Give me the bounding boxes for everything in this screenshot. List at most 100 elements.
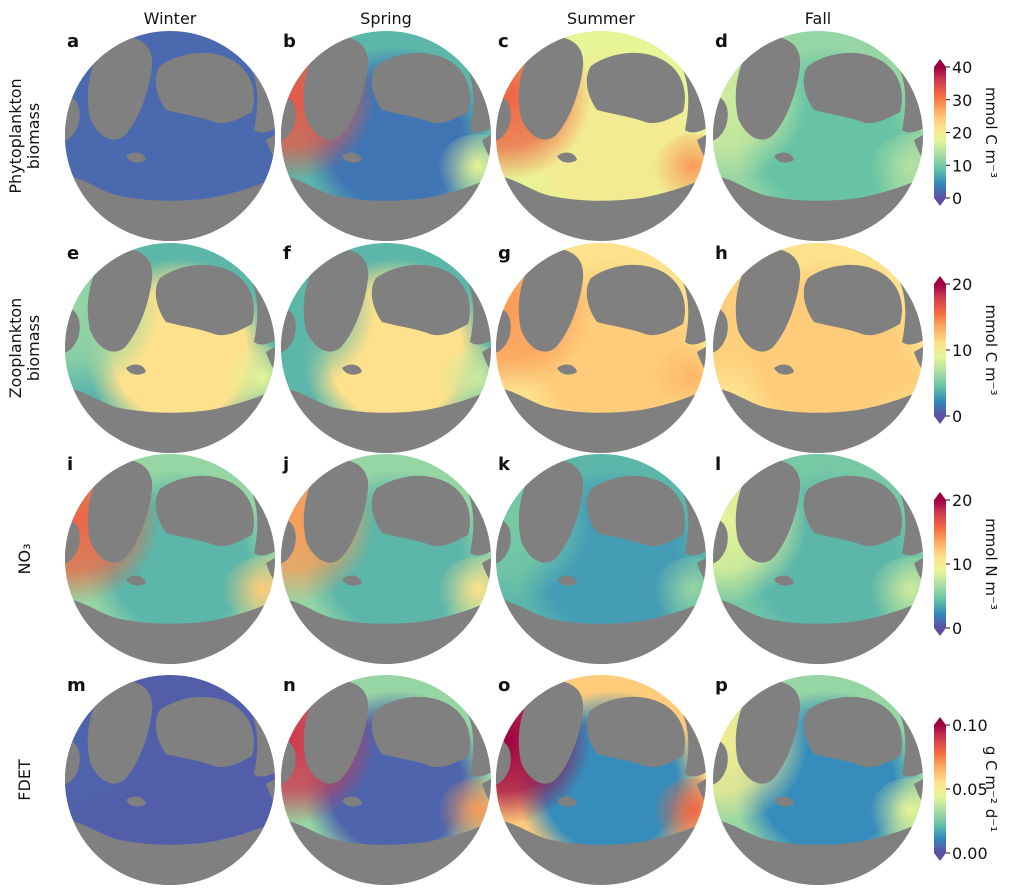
- row-label-2: NO₃: [15, 544, 34, 575]
- panel-letter-o: o: [498, 675, 510, 696]
- colorbar-tick-label: 10: [952, 555, 972, 574]
- pacific-sector-k: [653, 557, 706, 625]
- colorbar-tick-label: 0: [952, 189, 962, 208]
- map-panel-b: b: [281, 31, 491, 241]
- map-panel-a: a: [65, 31, 275, 241]
- pacific-sector-e: [222, 346, 275, 414]
- colorbar-tick-label: 30: [952, 91, 972, 110]
- colorbar-tick-label: 0.00: [952, 844, 988, 863]
- colorbar-extend-max: [934, 276, 946, 284]
- pacific-sector-c: [653, 134, 706, 202]
- colorbar-tick-label: 20: [952, 275, 972, 294]
- map-panel-j: j: [281, 454, 491, 664]
- panel-letter-f: f: [283, 243, 291, 264]
- colorbar-unit-label: g C m⁻² d⁻¹: [982, 746, 1000, 832]
- colorbar-ramp: [934, 284, 946, 416]
- map-panel-d: d: [713, 31, 923, 241]
- map-panel-m: m: [65, 675, 275, 885]
- pacific-sector-g: [653, 346, 706, 414]
- colorbar-2: 0 10 20 mmol N m⁻³: [934, 491, 1000, 638]
- panel-letter-b: b: [283, 31, 296, 52]
- pacific-sector-d: [870, 134, 923, 202]
- row-label-3: FDET: [15, 759, 34, 801]
- pacific-sector-m: [222, 778, 275, 846]
- colorbar-extend-max: [934, 717, 946, 725]
- colorbar-extend-min: [934, 628, 946, 636]
- pacific-sector-p: [870, 778, 923, 846]
- colorbar-ramp: [934, 500, 946, 628]
- colorbar-tick-label: 0: [952, 407, 962, 426]
- map-panel-n: n: [281, 675, 491, 885]
- colorbar-tick-label: 20: [952, 124, 972, 143]
- pacific-sector-b: [438, 134, 491, 202]
- panel-letter-k: k: [498, 454, 511, 475]
- pacific-sector-o: [653, 778, 706, 846]
- panel-letter-d: d: [715, 31, 728, 52]
- panel-letter-n: n: [283, 675, 296, 696]
- row-label-0: Phytoplanktonbiomass: [6, 78, 43, 193]
- colorbar-tick-label: 10: [952, 341, 972, 360]
- panel-letter-m: m: [67, 675, 86, 696]
- colorbar-0: 0 10 20 30 40 mmol C m⁻³: [934, 58, 1000, 208]
- map-panel-g: g: [496, 243, 706, 453]
- colorbar-extend-max: [934, 59, 946, 67]
- colorbar-unit-label: mmol C m⁻³: [982, 87, 1000, 178]
- colorbar-ramp: [934, 67, 946, 198]
- panel-letter-j: j: [282, 454, 289, 475]
- svg-text:mmol C m⁻³: mmol C m⁻³: [982, 87, 1000, 178]
- pacific-sector-i: [222, 557, 275, 625]
- colorbar-extend-max: [934, 492, 946, 500]
- panel-letter-e: e: [67, 243, 79, 264]
- land-j: [281, 459, 491, 664]
- panel-letter-i: i: [67, 454, 73, 475]
- colorbar-3: 0.00 0.05 0.10 g C m⁻² d⁻¹: [934, 716, 1000, 863]
- colorbar-tick-label: 10: [952, 156, 972, 175]
- svg-text:NO₃: NO₃: [15, 544, 34, 575]
- pacific-sector-f: [438, 346, 491, 414]
- map-panels: a b c d e f g h i j k l m n o p: [65, 31, 923, 885]
- map-panel-e: e: [65, 243, 275, 453]
- panel-letter-p: p: [715, 675, 728, 696]
- map-panel-i: i: [65, 454, 275, 664]
- svg-text:Phytoplanktonbiomass: Phytoplanktonbiomass: [6, 78, 43, 193]
- colorbar-tick-label: 0.10: [952, 716, 988, 735]
- column-headers: Winter Spring Summer Fall: [144, 9, 832, 28]
- map-panel-p: p: [713, 675, 923, 885]
- colorbar-unit-label: mmol N m⁻³: [982, 518, 1000, 610]
- colorbar-ramp: [934, 725, 946, 853]
- svg-text:mmol C m⁻³: mmol C m⁻³: [982, 304, 1000, 395]
- colorbar-tick-label: 0: [952, 619, 962, 638]
- panel-letter-c: c: [498, 31, 509, 52]
- panel-letter-a: a: [67, 31, 79, 52]
- panel-letter-h: h: [715, 243, 728, 264]
- column-header-spring: Spring: [360, 9, 412, 28]
- svg-text:FDET: FDET: [15, 759, 34, 801]
- pacific-sector-j: [438, 557, 491, 625]
- row-labels: Phytoplanktonbiomass Zooplanktonbiomass NO…: [6, 78, 43, 800]
- panel-letter-g: g: [498, 243, 511, 264]
- svg-text:Zooplanktonbiomass: Zooplanktonbiomass: [6, 298, 43, 399]
- pacific-sector-n: [438, 778, 491, 846]
- colorbar-extend-min: [934, 853, 946, 861]
- panel-letter-l: l: [715, 454, 721, 475]
- colorbar-tick-label: 20: [952, 491, 972, 510]
- column-header-winter: Winter: [144, 9, 197, 28]
- pacific-sector-h: [870, 346, 923, 414]
- row-label-1: Zooplanktonbiomass: [6, 298, 43, 399]
- colorbar-tick-label: 40: [952, 58, 972, 77]
- colorbar-extend-min: [934, 198, 946, 206]
- colorbar-tick-label: 0.05: [952, 780, 988, 799]
- colorbar-unit-label: mmol C m⁻³: [982, 304, 1000, 395]
- column-header-fall: Fall: [805, 9, 831, 28]
- pacific-sector-l: [870, 557, 923, 625]
- colorbar-extend-min: [934, 416, 946, 424]
- svg-text:mmol N m⁻³: mmol N m⁻³: [982, 518, 1000, 610]
- colorbar-1: 0 10 20 mmol C m⁻³: [934, 275, 1000, 426]
- column-header-summer: Summer: [567, 9, 635, 28]
- map-panel-c: c: [496, 31, 706, 241]
- land-g: [496, 248, 706, 453]
- colorbars: 0 10 20 30 40 mmol C m⁻³ 0 10 20 mmol C m⁻³ 0 10 20 m…: [934, 58, 1000, 863]
- svg-text:g C m⁻² d⁻¹: g C m⁻² d⁻¹: [982, 746, 1000, 832]
- pacific-sector-a: [222, 134, 275, 202]
